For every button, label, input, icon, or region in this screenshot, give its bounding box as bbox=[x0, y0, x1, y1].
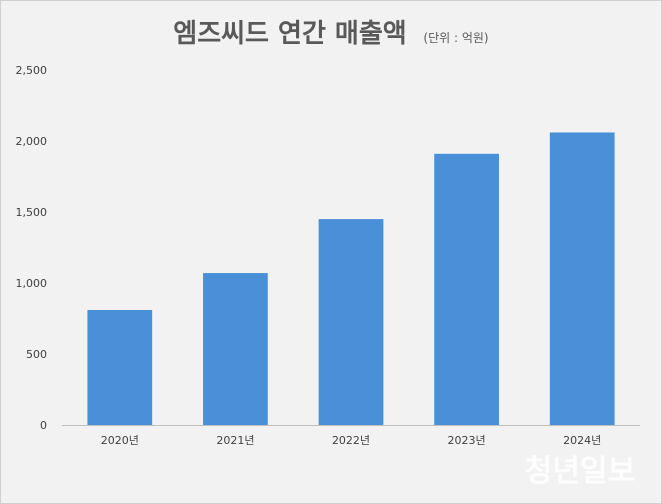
y-tick-label: 2,000 bbox=[16, 135, 48, 148]
x-tick-label: 2024년 bbox=[563, 434, 601, 447]
x-tick-label: 2023년 bbox=[448, 434, 486, 447]
chart-title: 엠즈씨드 연간 매출액 bbox=[173, 19, 406, 49]
y-tick-label: 1,500 bbox=[16, 206, 48, 219]
unit-label: (단위 : 억원) bbox=[423, 31, 488, 45]
y-tick-label: 500 bbox=[26, 348, 47, 361]
bar-3 bbox=[318, 219, 384, 425]
y-tick-label: 0 bbox=[40, 419, 47, 432]
x-tick-label: 2022년 bbox=[332, 434, 370, 447]
bar-2 bbox=[203, 273, 268, 425]
x-tick-label: 2020년 bbox=[101, 434, 139, 447]
bar-1 bbox=[87, 309, 153, 425]
y-tick-label: 1,000 bbox=[16, 277, 48, 290]
x-tick-label: 2021년 bbox=[216, 434, 254, 447]
bar-5 bbox=[549, 132, 615, 426]
y-axis-ticks: 0 500 1,000 1,500 2,000 2,500 bbox=[16, 64, 48, 432]
watermark-logo: 청년일보 bbox=[525, 454, 635, 489]
x-axis-ticks: 2020년 2021년 2022년 2023년 2024년 bbox=[101, 434, 602, 447]
bar-4 bbox=[434, 153, 499, 425]
bars bbox=[87, 132, 615, 426]
y-tick-label: 2,500 bbox=[16, 64, 48, 77]
